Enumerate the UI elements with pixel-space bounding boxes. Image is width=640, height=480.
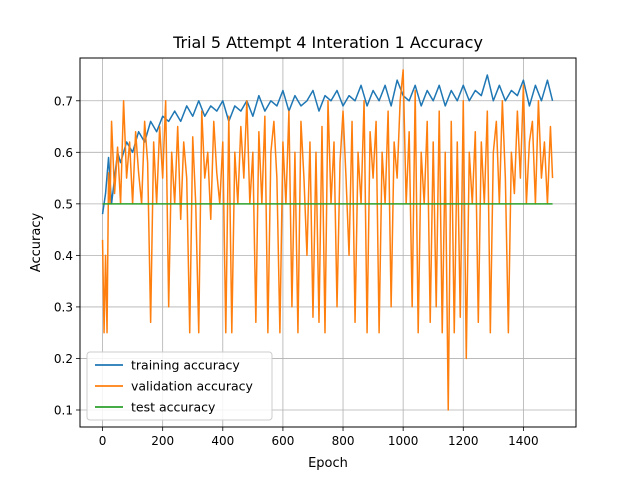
legend-box bbox=[86, 351, 273, 421]
chart-title: Trial 5 Attempt 4 Interation 1 Accuracy bbox=[172, 33, 483, 52]
y-tick-label: 0.6 bbox=[54, 146, 73, 160]
x-tick-label: 200 bbox=[151, 434, 174, 448]
x-tick-label: 0 bbox=[99, 434, 107, 448]
x-tick-label: 800 bbox=[332, 434, 355, 448]
y-tick-label: 0.1 bbox=[54, 403, 73, 417]
legend-label: validation accuracy bbox=[131, 379, 254, 394]
y-tick-label: 0.7 bbox=[54, 94, 73, 108]
x-tick-label: 1400 bbox=[508, 434, 539, 448]
legend: training accuracy validation accuracy test… bbox=[86, 351, 273, 421]
series-line-training-accuracy bbox=[101, 74, 554, 215]
y-axis-label: Accuracy bbox=[29, 213, 44, 273]
legend-label: test accuracy bbox=[131, 400, 216, 415]
plot-frame bbox=[79, 57, 577, 428]
x-axis-label: Epoch bbox=[308, 456, 348, 471]
y-tick-label: 0.2 bbox=[54, 352, 73, 366]
y-tick-label: 0.5 bbox=[54, 197, 73, 211]
x-tick-label: 1200 bbox=[448, 434, 479, 448]
x-tick-label: 600 bbox=[271, 434, 294, 448]
x-tick-label: 1000 bbox=[388, 434, 419, 448]
axis-ticks: 0 200 400 600 800 1000 1200 1400 0.1 0.2 0.3 0.4 0.5… bbox=[54, 94, 539, 448]
x-tick-label: 400 bbox=[211, 434, 234, 448]
series-lines bbox=[101, 69, 554, 411]
y-tick-label: 0.3 bbox=[54, 300, 73, 314]
legend-label: training accuracy bbox=[131, 358, 240, 373]
series-line-validation-accuracy bbox=[101, 69, 554, 411]
y-tick-label: 0.4 bbox=[54, 249, 73, 263]
